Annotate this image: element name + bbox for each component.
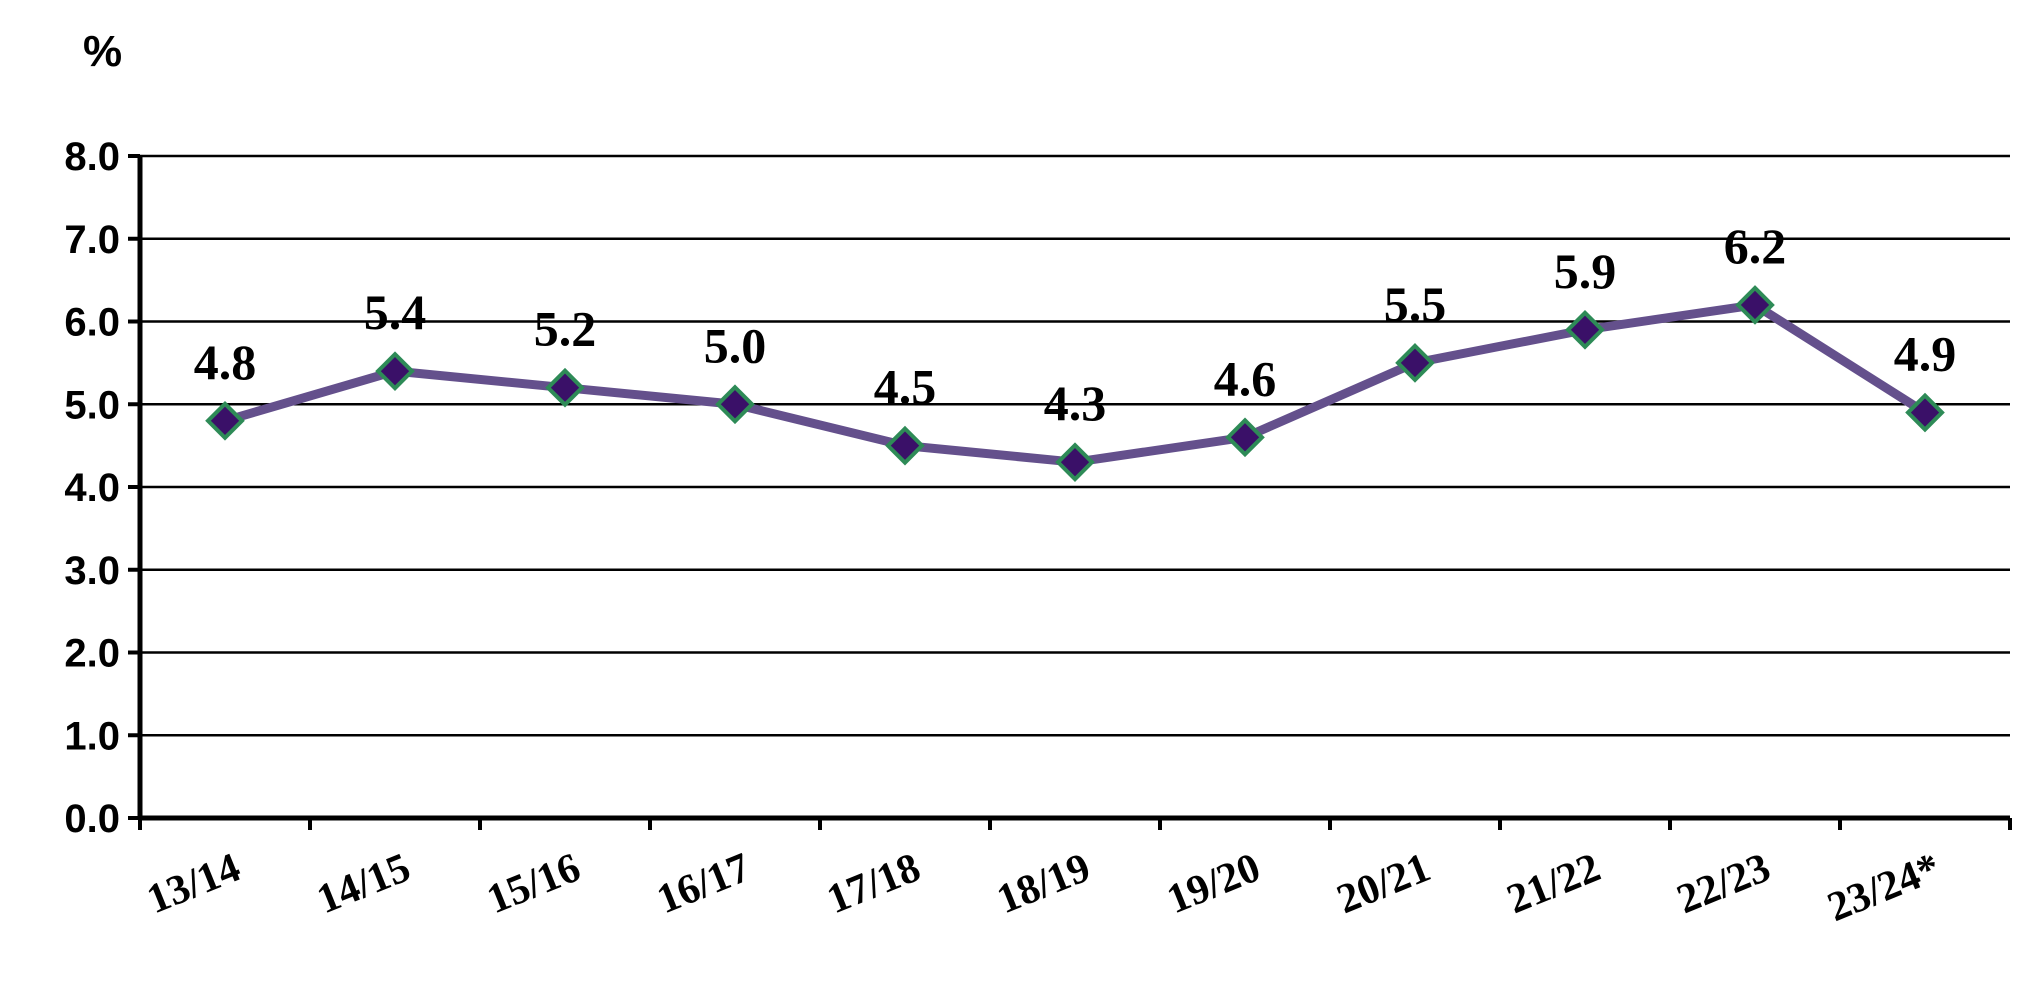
y-tick-label: 2.0 <box>64 632 120 676</box>
data-marker <box>1395 343 1435 383</box>
data-marker <box>1905 392 1945 433</box>
y-axis-label: % <box>83 27 122 76</box>
data-label: 5.4 <box>364 284 427 340</box>
x-tick-label: 21/22 <box>1501 845 1607 923</box>
data-marker <box>1565 309 1605 350</box>
x-tick-label: 14/15 <box>311 845 417 923</box>
data-labels: 4.8 5.4 5.2 5.0 4.5 4.3 4.6 5.5 5.9 6.2 4.9 <box>194 218 1957 431</box>
data-label: 4.9 <box>1894 326 1957 382</box>
x-tick-label: 19/20 <box>1161 845 1267 923</box>
data-marker <box>205 400 245 441</box>
axes <box>128 154 2012 830</box>
y-tick-label: 0.0 <box>64 797 120 841</box>
y-tick-label: 3.0 <box>64 549 120 593</box>
x-tick-label: 13/14 <box>141 845 247 923</box>
x-tick-label: 16/17 <box>651 845 757 923</box>
data-marker <box>715 384 755 425</box>
y-tick-labels: 0.0 1.0 2.0 3.0 4.0 5.0 6.0 7.0 8.0 <box>64 135 120 841</box>
data-marker <box>545 367 585 408</box>
x-tick-label: 15/16 <box>481 845 587 923</box>
y-tick-label: 5.0 <box>64 383 120 427</box>
x-tick-labels: 13/14 14/15 15/16 16/17 17/18 18/19 19/20 20/21… <box>141 845 1947 931</box>
y-tick-label: 1.0 <box>64 714 120 758</box>
data-label: 5.9 <box>1554 243 1617 299</box>
x-tick-label: 23/24* <box>1821 845 1946 931</box>
x-tick-label: 22/23 <box>1671 845 1777 923</box>
data-label: 4.6 <box>1214 350 1277 406</box>
gridlines <box>140 154 2010 737</box>
y-tick-label: 4.0 <box>64 466 120 510</box>
data-label: 4.3 <box>1044 375 1107 431</box>
data-label: 5.0 <box>704 317 767 373</box>
data-marker <box>1735 285 1775 325</box>
x-tick-label: 17/18 <box>821 845 927 923</box>
data-marker <box>375 351 415 391</box>
data-label: 4.5 <box>874 359 937 415</box>
data-marker <box>885 425 925 466</box>
x-tick-label: 18/19 <box>991 845 1097 923</box>
y-tick-label: 7.0 <box>64 218 120 262</box>
data-markers <box>205 285 1945 483</box>
y-tick-label: 6.0 <box>64 301 120 345</box>
x-tick-label: 20/21 <box>1331 845 1437 923</box>
data-label: 5.2 <box>534 301 597 357</box>
y-tick-label: 8.0 <box>64 135 120 179</box>
data-marker <box>1055 442 1095 483</box>
data-label: 4.8 <box>194 334 257 390</box>
data-label: 6.2 <box>1724 218 1787 274</box>
data-marker <box>1225 417 1265 458</box>
data-label: 5.5 <box>1384 276 1447 332</box>
